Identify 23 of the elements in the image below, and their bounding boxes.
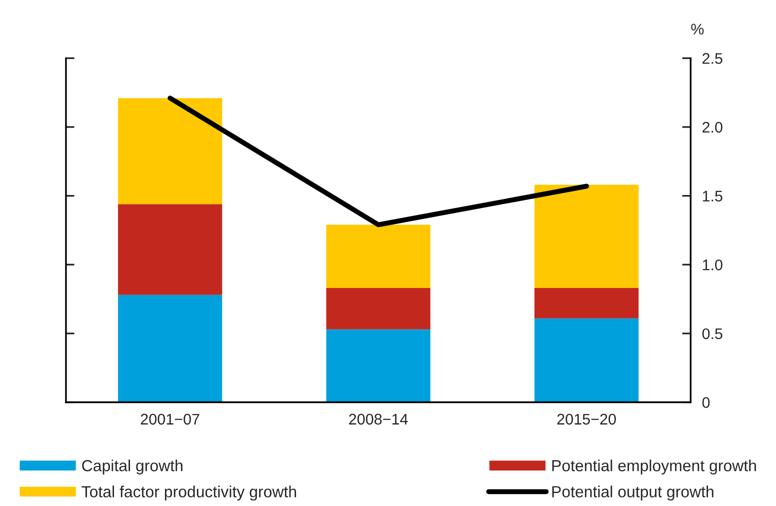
- bar: [118, 294, 222, 402]
- legend-label: Potential output growth: [552, 486, 714, 501]
- bar: [534, 184, 639, 288]
- x-tick-label: 2008−14: [349, 414, 408, 425]
- y-tick-label: 1.0: [702, 260, 722, 270]
- legend-label: Potential employment growth: [552, 460, 756, 474]
- y-tick-label: 1.5: [702, 190, 722, 202]
- bar: [326, 288, 430, 330]
- legend-label: Capital growth: [82, 460, 182, 474]
- bar: [534, 288, 639, 318]
- y-tick-label: 2.0: [702, 122, 722, 133]
- legend-label: Total factor productivity growth: [82, 486, 296, 501]
- bar: [326, 224, 430, 288]
- y-tick-label: 0: [702, 397, 710, 408]
- y-axis-title: %: [691, 24, 704, 34]
- y-tick-label: 0.5: [702, 328, 722, 340]
- bar: [118, 204, 222, 295]
- bar: [326, 329, 430, 402]
- x-tick-label: 2015−20: [557, 414, 616, 425]
- y-tick-label: 2.5: [702, 53, 722, 64]
- x-tick-label: 2001−07: [140, 414, 200, 425]
- bar: [534, 318, 639, 402]
- bar: [118, 98, 222, 204]
